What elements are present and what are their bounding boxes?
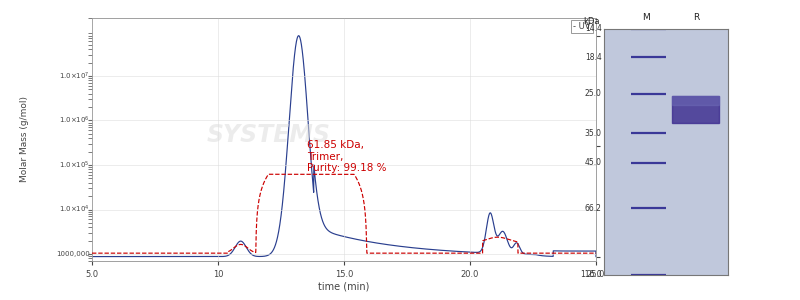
Text: M: M (642, 13, 650, 22)
Text: $1.0{\times}10^5$: $1.0{\times}10^5$ (58, 159, 90, 171)
Text: SYSTEMS: SYSTEMS (206, 123, 330, 147)
Text: 1000,000: 1000,000 (56, 251, 90, 257)
Text: - UV: - UV (574, 22, 591, 31)
Text: $1.0{\times}10^7$: $1.0{\times}10^7$ (59, 70, 90, 82)
Text: 116.0: 116.0 (580, 270, 602, 279)
Text: 25.0: 25.0 (585, 89, 602, 98)
Text: 61.85 kDa,
Trimer,
Purity: 99.18 %: 61.85 kDa, Trimer, Purity: 99.18 % (307, 140, 387, 173)
Text: 66.2: 66.2 (585, 204, 602, 213)
Y-axis label: Molar Mass (g/mol): Molar Mass (g/mol) (21, 97, 30, 182)
Text: $1.0{\times}10^6$: $1.0{\times}10^6$ (58, 115, 90, 126)
Text: 45.0: 45.0 (585, 158, 602, 167)
Text: R: R (693, 13, 699, 22)
Text: $1.0{\times}10^4$: $1.0{\times}10^4$ (58, 204, 90, 215)
Y-axis label: Relative Scale: Relative Scale (626, 110, 635, 169)
Text: 14.4: 14.4 (585, 24, 602, 33)
Text: kDa: kDa (583, 16, 600, 26)
Text: 35.0: 35.0 (585, 129, 602, 138)
Bar (672, 96, 719, 105)
Bar (672, 96, 719, 123)
X-axis label: time (min): time (min) (318, 282, 370, 292)
Text: 18.4: 18.4 (585, 53, 602, 62)
